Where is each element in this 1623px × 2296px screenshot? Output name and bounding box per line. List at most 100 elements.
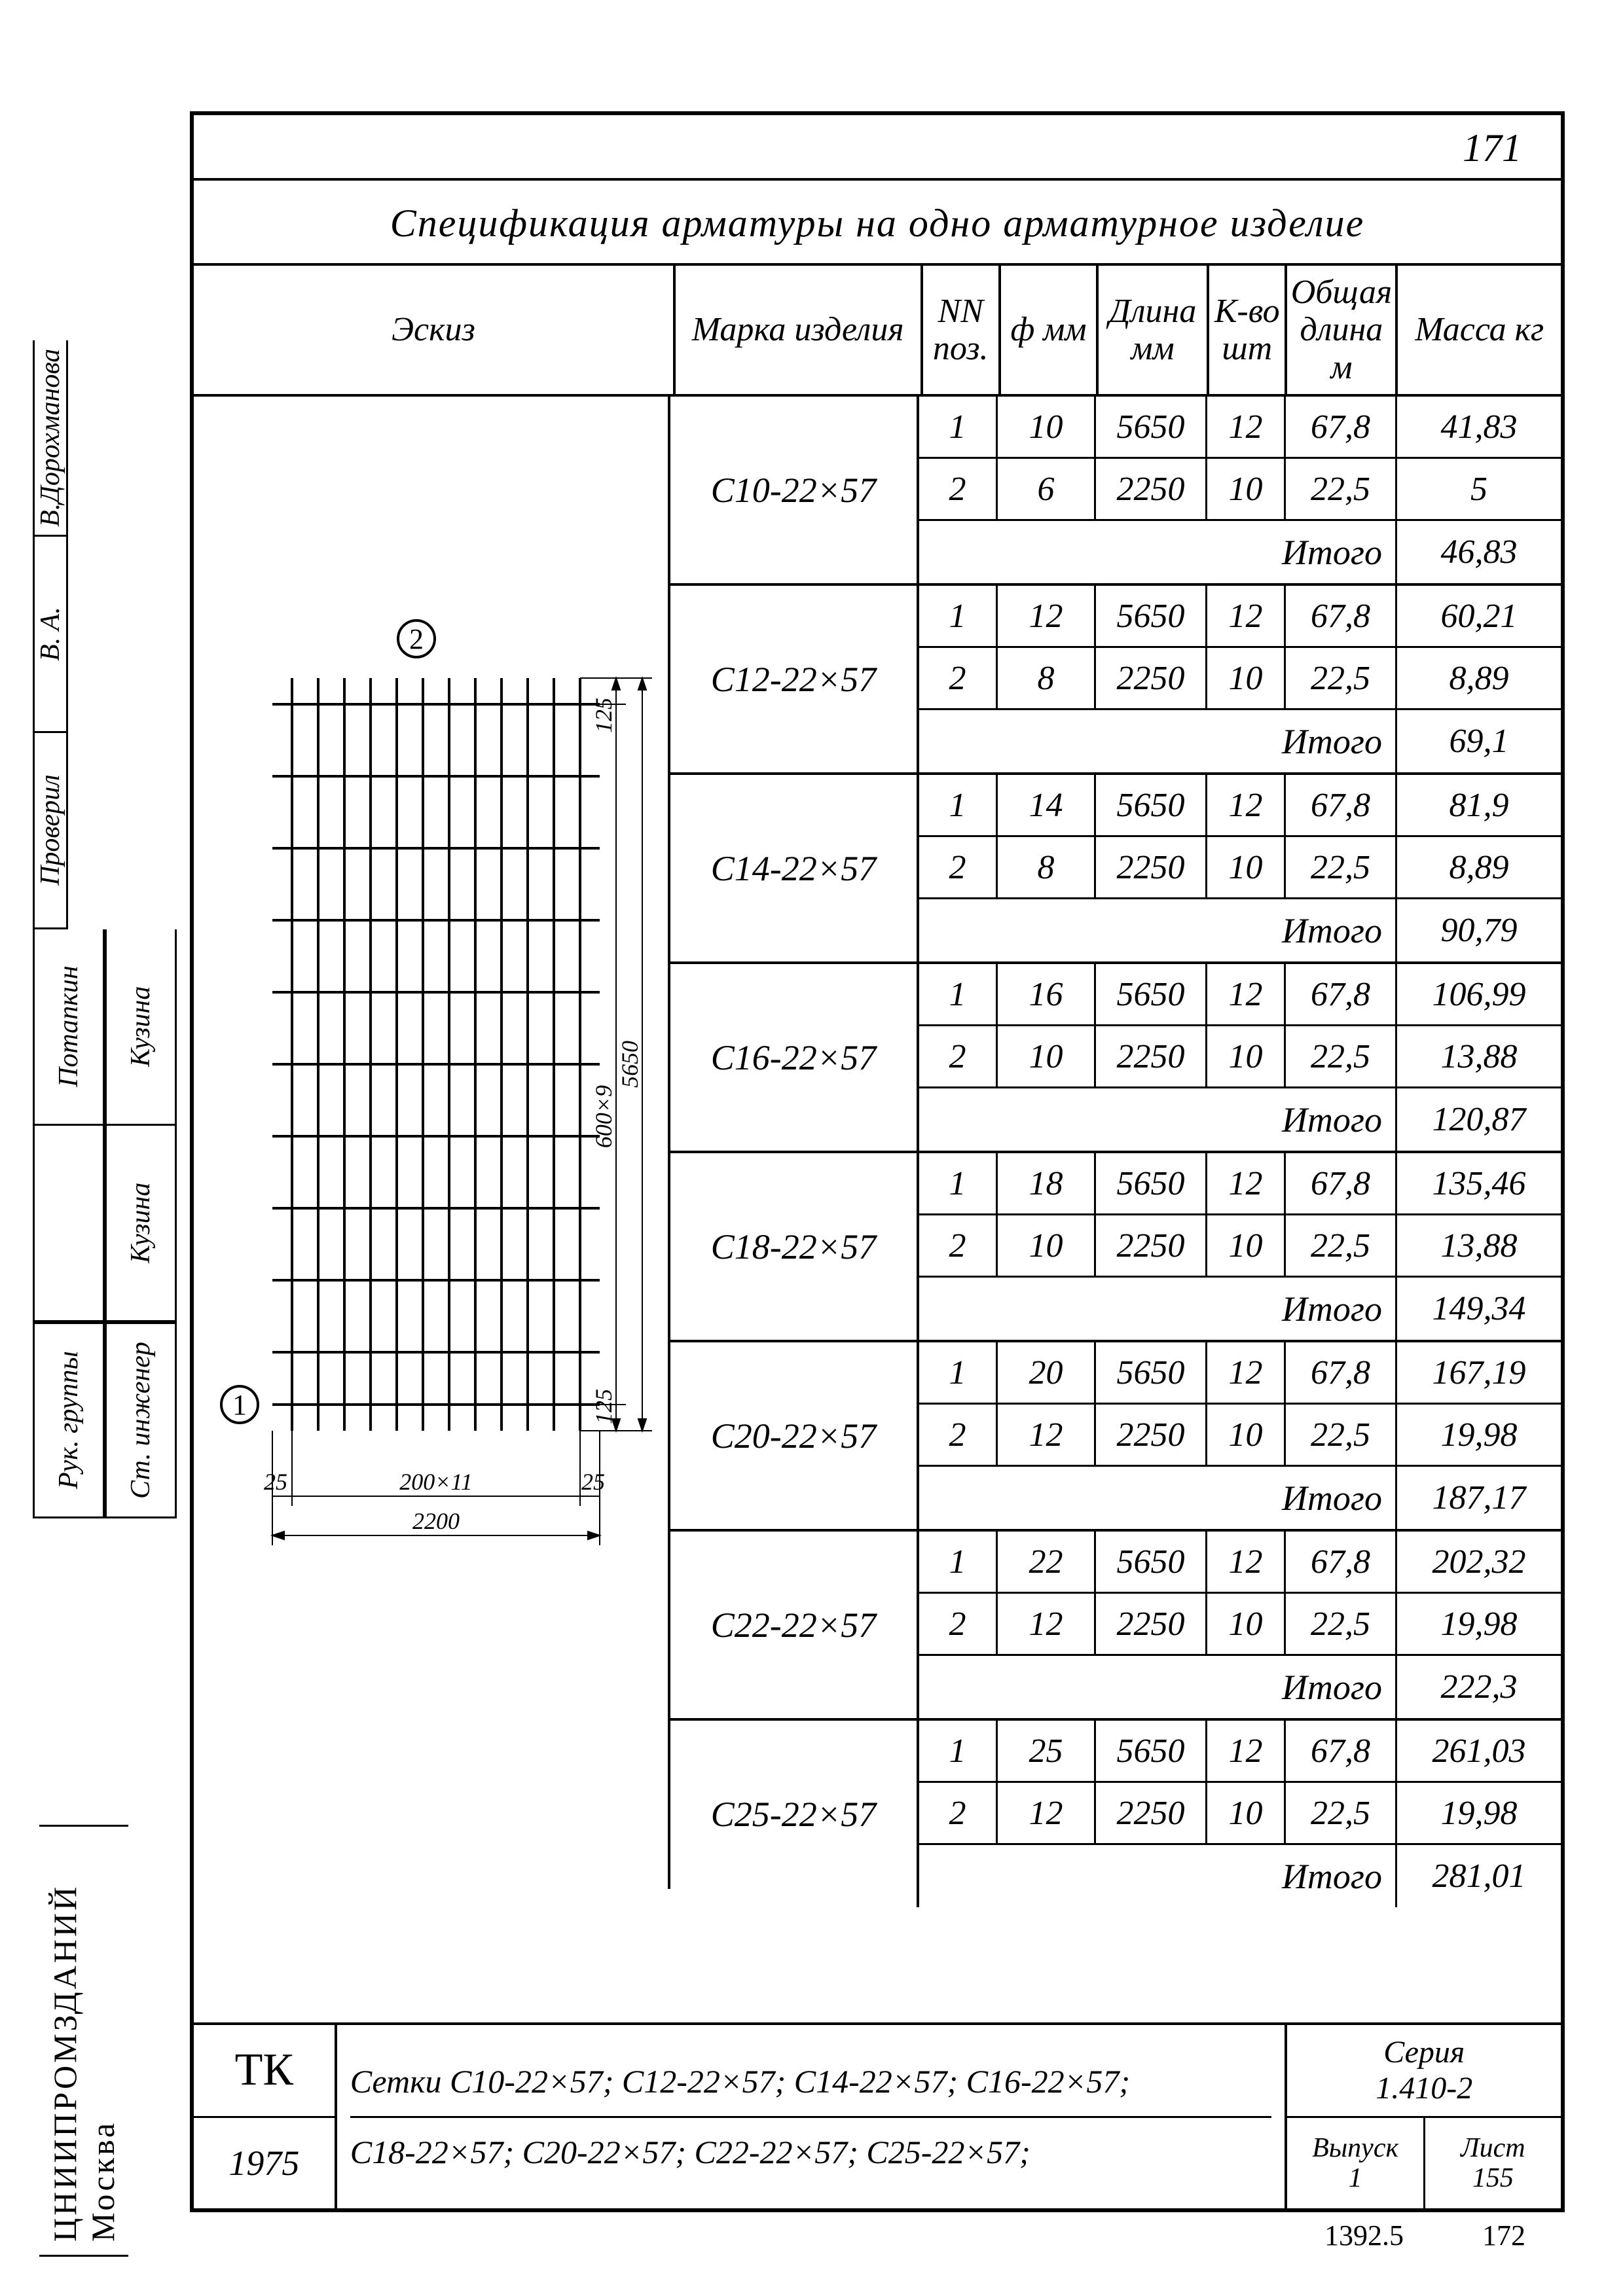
- svg-text:600×9: 600×9: [591, 1085, 617, 1148]
- spec-group: С14-22×5711456501267,881,92822501022,58,…: [670, 775, 1561, 964]
- header-phi: ф мм: [1001, 266, 1099, 394]
- cell-qty: 12: [1207, 586, 1286, 646]
- itogo-value: 149,34: [1397, 1278, 1561, 1340]
- cell-len: 2250: [1096, 648, 1207, 708]
- marka-cell: С10-22×57: [670, 397, 919, 583]
- svg-text:125: 125: [591, 1389, 617, 1424]
- table-row: 21222501022,519,98: [919, 1594, 1561, 1656]
- list-cell: Лист 155: [1425, 2118, 1561, 2209]
- itogo-label: Итого: [919, 1278, 1397, 1340]
- cell-qty: 10: [1207, 459, 1286, 519]
- cell-nn: 2: [919, 1026, 998, 1086]
- cell-tot: 67,8: [1286, 775, 1397, 835]
- cell-tot: 67,8: [1286, 1532, 1397, 1592]
- table-row: 12256501267,8202,32: [919, 1532, 1561, 1594]
- cell-qty: 12: [1207, 397, 1286, 457]
- header-mass: Масса кг: [1398, 266, 1561, 394]
- cell-len: 2250: [1096, 1215, 1207, 1276]
- cell-qty: 10: [1207, 648, 1286, 708]
- svg-text:2200: 2200: [412, 1508, 460, 1534]
- table-row: 11256501267,860,21: [919, 586, 1561, 648]
- itogo-row: Итого90,79: [919, 899, 1561, 961]
- cell-tot: 67,8: [1286, 1153, 1397, 1213]
- cell-tot: 67,8: [1286, 1342, 1397, 1403]
- cell-nn: 2: [919, 1215, 998, 1276]
- cell-qty: 12: [1207, 1532, 1286, 1592]
- cell-phi: 8: [998, 837, 1096, 897]
- cell-phi: 22: [998, 1532, 1096, 1592]
- cell-tot: 67,8: [1286, 586, 1397, 646]
- cell-nn: 2: [919, 1783, 998, 1843]
- itogo-value: 46,83: [1397, 521, 1561, 583]
- itogo-row: Итого187,17: [919, 1467, 1561, 1529]
- cell-len: 2250: [1096, 837, 1207, 897]
- cell-nn: 2: [919, 837, 998, 897]
- marka-cell: С22-22×57: [670, 1532, 919, 1718]
- cell-nn: 1: [919, 586, 998, 646]
- cell-qty: 12: [1207, 775, 1286, 835]
- cell-nn: 1: [919, 1532, 998, 1592]
- stamp-role: Кузина: [105, 1126, 177, 1322]
- itogo-label: Итого: [919, 1656, 1397, 1718]
- cell-phi: 10: [998, 1215, 1096, 1276]
- cell-len: 5650: [1096, 775, 1207, 835]
- spec-group: С10-22×5711056501267,841,832622501022,55…: [670, 397, 1561, 586]
- stamp-sig: [33, 1126, 105, 1322]
- marka-cell: С16-22×57: [670, 964, 919, 1151]
- table-row: 2622501022,55: [919, 459, 1561, 521]
- cell-mass: 13,88: [1397, 1026, 1561, 1086]
- cell-phi: 6: [998, 459, 1096, 519]
- cell-tot: 22,5: [1286, 1594, 1397, 1654]
- cell-len: 2250: [1096, 1594, 1207, 1654]
- itogo-value: 69,1: [1397, 710, 1561, 772]
- page-number: 171: [194, 115, 1561, 181]
- stamp-role: В.Дорохманова: [33, 340, 68, 537]
- cell-phi: 12: [998, 1783, 1096, 1843]
- itogo-value: 90,79: [1397, 899, 1561, 961]
- table-row: 2822501022,58,89: [919, 837, 1561, 899]
- cell-len: 5650: [1096, 1342, 1207, 1403]
- cell-qty: 10: [1207, 1405, 1286, 1465]
- cell-qty: 12: [1207, 1342, 1286, 1403]
- itogo-row: Итого46,83: [919, 521, 1561, 583]
- cell-len: 5650: [1096, 397, 1207, 457]
- itogo-label: Итого: [919, 710, 1397, 772]
- cell-tot: 67,8: [1286, 1721, 1397, 1781]
- cell-phi: 20: [998, 1342, 1096, 1403]
- itogo-value: 222,3: [1397, 1656, 1561, 1718]
- itogo-label: Итого: [919, 521, 1397, 583]
- stamp-role: Проверил: [33, 733, 68, 929]
- cell-phi: 12: [998, 586, 1096, 646]
- table-row: 11656501267,8106,99: [919, 964, 1561, 1026]
- header-sketch: Эскиз: [194, 266, 676, 394]
- marka-cell: С14-22×57: [670, 775, 919, 961]
- cell-tot: 22,5: [1286, 837, 1397, 897]
- org-label: ЦНИИПРОМЗДАНИЙ Москва: [39, 1825, 128, 2257]
- cell-mass: 261,03: [1397, 1721, 1561, 1781]
- seria-cell: Серия 1.410-2: [1287, 2025, 1561, 2118]
- table-row: 11056501267,841,83: [919, 397, 1561, 459]
- cell-mass: 135,46: [1397, 1153, 1561, 1213]
- cell-qty: 10: [1207, 1215, 1286, 1276]
- table-row: 21022501022,513,88: [919, 1215, 1561, 1278]
- spec-group: С20-22×5712056501267,8167,1921222501022,…: [670, 1342, 1561, 1532]
- cell-tot: 22,5: [1286, 459, 1397, 519]
- cell-mass: 81,9: [1397, 775, 1561, 835]
- cell-tot: 22,5: [1286, 1026, 1397, 1086]
- marka-cell: С25-22×57: [670, 1721, 919, 1907]
- cell-tot: 22,5: [1286, 1783, 1397, 1843]
- cell-nn: 1: [919, 964, 998, 1024]
- table-row: 12056501267,8167,19: [919, 1342, 1561, 1405]
- cell-nn: 1: [919, 1721, 998, 1781]
- spec-group: С12-22×5711256501267,860,212822501022,58…: [670, 586, 1561, 775]
- svg-text:5650: 5650: [617, 1041, 643, 1088]
- header-nn: NN поз.: [923, 266, 1001, 394]
- sketch-area: 2 1: [194, 397, 670, 1889]
- cell-nn: 1: [919, 775, 998, 835]
- stamp-role: В. А.: [33, 537, 68, 733]
- cell-mass: 13,88: [1397, 1215, 1561, 1276]
- cell-mass: 167,19: [1397, 1342, 1561, 1403]
- cell-tot: 67,8: [1286, 397, 1397, 457]
- stamp-role: Ст. инженер: [105, 1322, 177, 1518]
- drawing-frame: 171 Спецификация арматуры на одно армату…: [190, 111, 1565, 2212]
